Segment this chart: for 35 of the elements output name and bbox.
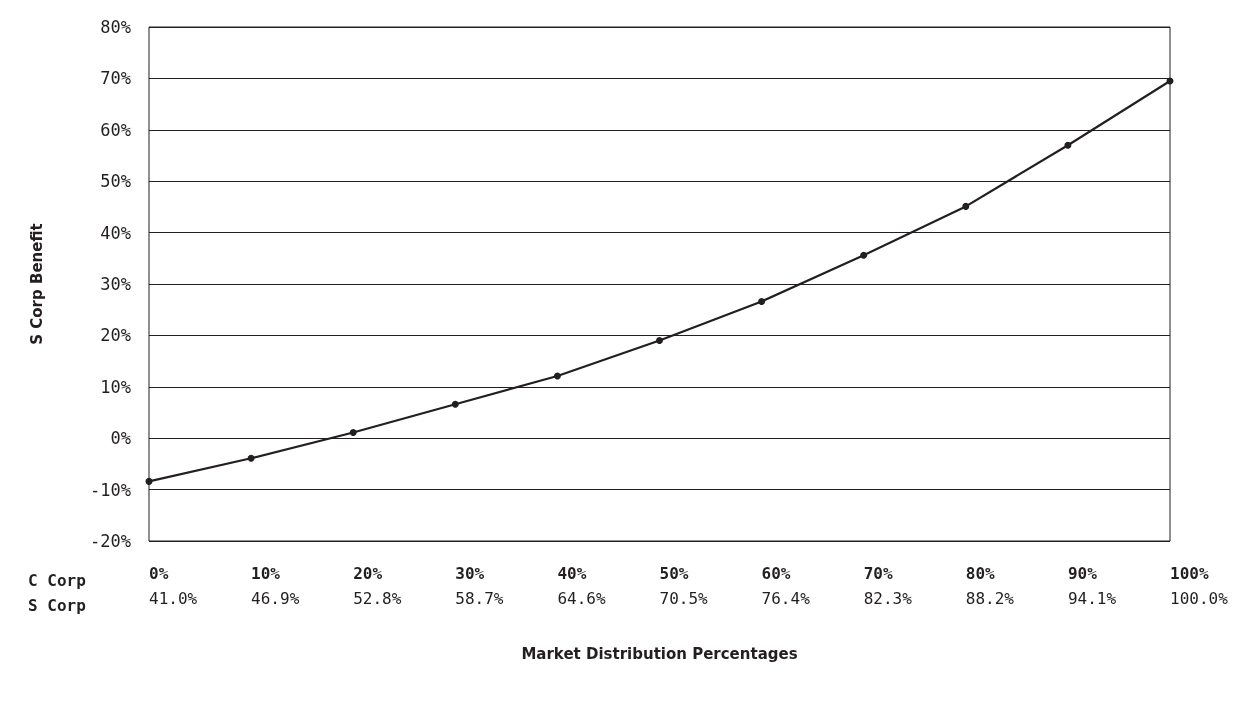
y-tick-label: 50%	[100, 171, 131, 192]
x-tick-label: 70% 82.3%	[863, 564, 913, 608]
point	[860, 251, 868, 259]
point	[145, 477, 153, 485]
y-tick-label: 80%	[100, 17, 131, 37]
x-tick-label: 80% 88.2%	[965, 564, 1015, 608]
x-tick-label: 30% 58.7%	[455, 564, 504, 608]
y-tick-label: 10%	[100, 376, 131, 397]
text: C Corp S Corp	[28, 571, 86, 615]
x-tick-label: 90% 94.1%	[1067, 564, 1117, 608]
y-tick-label: 60%	[100, 119, 131, 140]
x-tick-label: 40% 64.6%	[557, 564, 606, 608]
y-tick-label: 30%	[100, 274, 131, 294]
x-tick-label: 50% 70.5%	[659, 564, 709, 608]
x-axis-title: Market Distribution Percentages	[521, 644, 798, 663]
point	[451, 400, 459, 408]
point	[349, 429, 357, 437]
y-tick-label: 0%	[110, 428, 131, 449]
point	[758, 297, 766, 305]
x-tick-label: 60% 76.4%	[761, 564, 811, 608]
x-tick-label: 0% 41.0%	[149, 564, 198, 608]
point	[247, 454, 255, 462]
y-tick-label: 40%	[100, 222, 131, 243]
y-tick-label: 20%	[100, 325, 131, 346]
point	[553, 372, 561, 380]
x-tick-label: 10% 46.9%	[251, 564, 300, 608]
point	[656, 337, 663, 345]
y-tick-label: -20%	[90, 531, 131, 551]
y-tick-label: 70%	[100, 68, 131, 89]
point	[1064, 141, 1072, 149]
y-tick-label: -10%	[90, 479, 131, 500]
x-tick-label: 20% 52.8%	[353, 564, 402, 608]
y-axis-title: S Corp Benefit	[27, 223, 46, 345]
x-tick-label: 100% 100.0%	[1170, 564, 1229, 608]
point	[962, 202, 970, 210]
